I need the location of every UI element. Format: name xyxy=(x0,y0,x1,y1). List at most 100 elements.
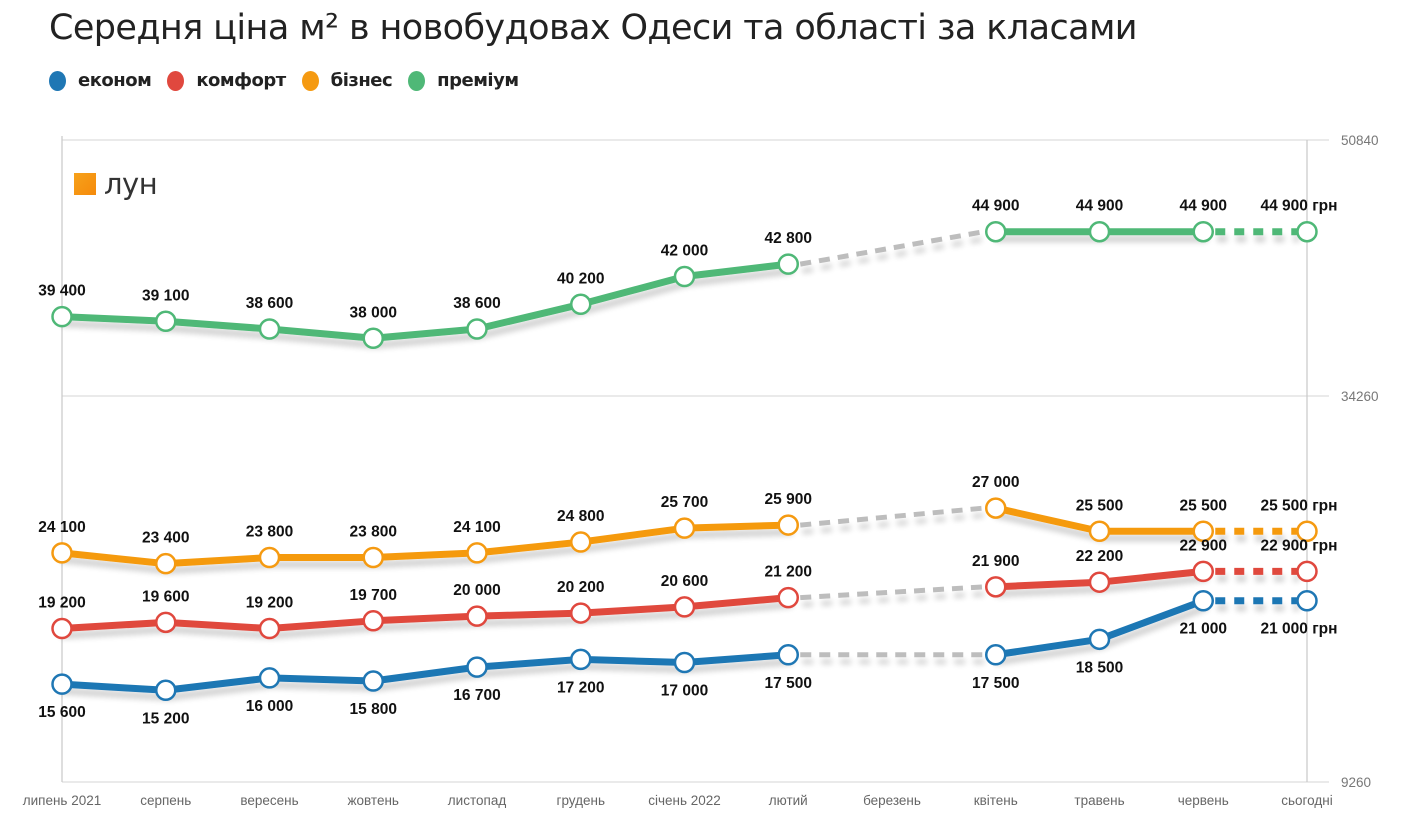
data-label: 38 600 xyxy=(453,295,500,312)
data-label: 21 200 xyxy=(765,564,812,581)
legend-dot-icon xyxy=(167,70,185,91)
data-point[interactable] xyxy=(155,611,177,634)
y-tick-label: 34260 xyxy=(1341,389,1379,404)
data-point[interactable] xyxy=(570,293,592,316)
data-point[interactable] xyxy=(673,517,696,539)
data-point[interactable] xyxy=(466,656,488,678)
data-point[interactable] xyxy=(1088,628,1111,651)
data-label: 23 400 xyxy=(142,530,189,547)
data-point[interactable] xyxy=(155,679,177,702)
data-point[interactable] xyxy=(570,648,592,671)
data-label: 39 100 xyxy=(142,287,189,304)
data-point[interactable] xyxy=(1088,220,1111,243)
data-point[interactable] xyxy=(1192,560,1214,583)
data-label: 20 000 xyxy=(453,582,500,599)
data-point[interactable] xyxy=(1296,560,1318,583)
x-tick-label: вересень xyxy=(240,793,298,808)
data-point[interactable] xyxy=(362,610,384,632)
data-label: 22 900 xyxy=(1180,537,1227,554)
data-point[interactable] xyxy=(51,617,73,640)
data-point[interactable] xyxy=(777,514,799,536)
data-point[interactable] xyxy=(466,605,488,627)
data-point[interactable] xyxy=(258,617,281,640)
data-point[interactable] xyxy=(258,318,281,340)
data-point[interactable] xyxy=(673,651,696,674)
data-labels: 15 600 15 200 16 000 15 800 16 700 17 200 17 0… xyxy=(38,198,1337,728)
data-point[interactable] xyxy=(362,670,384,692)
x-tick-label: жовтень xyxy=(348,793,399,808)
series-line-solid xyxy=(58,594,792,633)
chart-title: Середня ціна м² в новобудовах Одеси та о… xyxy=(49,8,1138,48)
data-point[interactable] xyxy=(1088,520,1111,543)
data-point[interactable] xyxy=(985,644,1007,666)
data-point[interactable] xyxy=(1192,589,1214,612)
data-label: 44 900 грн xyxy=(1260,198,1337,215)
data-point[interactable] xyxy=(985,220,1007,243)
data-label: 42 000 xyxy=(661,242,708,259)
data-point[interactable] xyxy=(777,586,799,609)
logo-square-icon xyxy=(74,173,96,195)
data-label: 22 200 xyxy=(1076,548,1123,565)
data-label: 24 100 xyxy=(453,519,500,536)
data-label: 19 700 xyxy=(350,587,397,604)
data-label: 27 000 xyxy=(972,474,1019,491)
data-label: 40 200 xyxy=(557,270,604,287)
data-label: 21 000 грн xyxy=(1260,621,1337,638)
data-point[interactable] xyxy=(673,596,696,618)
data-label: 15 600 xyxy=(38,704,85,721)
legend-item-comfort[interactable]: комфорт xyxy=(167,70,286,91)
data-point[interactable] xyxy=(155,552,177,575)
legend-dot-icon xyxy=(49,70,66,91)
x-tick-label: квітень xyxy=(974,793,1018,808)
data-label: 38 000 xyxy=(350,304,397,321)
data-label: 16 000 xyxy=(246,698,293,715)
data-point[interactable] xyxy=(1296,589,1318,612)
data-point[interactable] xyxy=(362,327,384,350)
data-point[interactable] xyxy=(258,546,281,569)
x-tick-label: січень 2022 xyxy=(648,793,721,808)
legend-item-econom[interactable]: економ xyxy=(49,70,152,91)
data-point[interactable] xyxy=(466,542,488,564)
data-point[interactable] xyxy=(570,602,592,624)
data-point[interactable] xyxy=(570,531,592,553)
data-point[interactable] xyxy=(466,318,488,340)
data-point[interactable] xyxy=(51,305,73,328)
data-point[interactable] xyxy=(777,253,799,275)
gap-dashed-line xyxy=(800,505,984,528)
data-point[interactable] xyxy=(258,667,281,689)
data-point[interactable] xyxy=(985,576,1007,598)
data-label: 16 700 xyxy=(453,687,500,704)
data-point[interactable] xyxy=(51,542,73,564)
legend-item-premium[interactable]: преміум xyxy=(408,70,519,91)
data-label: 42 800 xyxy=(765,230,812,247)
data-label: 44 900 xyxy=(972,198,1019,215)
data-label: 23 800 xyxy=(246,524,293,541)
legend-item-business[interactable]: бізнес xyxy=(301,70,393,91)
data-label: 21 000 xyxy=(1180,621,1227,638)
x-tick-label: сьогодні xyxy=(1281,793,1332,808)
data-point[interactable] xyxy=(1296,220,1318,243)
data-label: 17 200 xyxy=(557,679,604,696)
data-point[interactable] xyxy=(1088,571,1111,593)
y-tick-label: 9260 xyxy=(1341,775,1371,790)
data-point[interactable] xyxy=(51,673,73,695)
data-label: 15 800 xyxy=(350,701,397,718)
data-point[interactable] xyxy=(362,546,384,569)
legend-dot-icon xyxy=(301,70,319,91)
data-point[interactable] xyxy=(777,644,799,666)
series-line-solid xyxy=(58,651,792,694)
data-label: 25 700 xyxy=(661,494,708,511)
data-point[interactable] xyxy=(673,265,696,288)
data-label: 22 900 грн xyxy=(1260,537,1337,554)
data-label: 19 200 xyxy=(38,595,85,612)
data-point[interactable] xyxy=(1192,220,1214,243)
data-label: 44 900 xyxy=(1180,198,1227,215)
legend-label: комфорт xyxy=(196,70,286,91)
data-point[interactable] xyxy=(1296,520,1318,543)
data-label: 38 600 xyxy=(246,295,293,312)
data-label: 25 900 xyxy=(765,491,812,508)
data-point[interactable] xyxy=(1192,520,1214,543)
y-tick-label: 50840 xyxy=(1341,133,1379,148)
data-point[interactable] xyxy=(155,310,177,333)
data-point[interactable] xyxy=(985,497,1007,519)
